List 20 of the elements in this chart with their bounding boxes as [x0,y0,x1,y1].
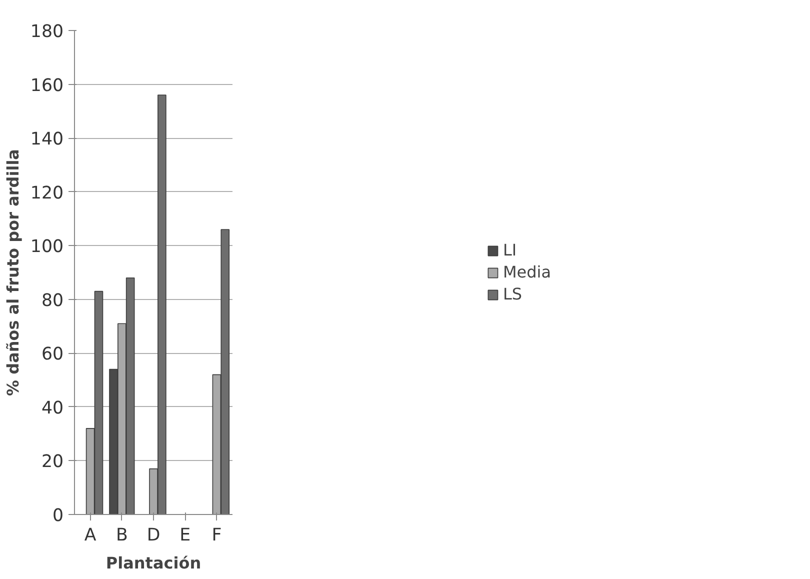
y-tick-label: 100 [30,237,64,258]
legend-label: LI [502,240,518,260]
x-axis-title: Plantación [106,554,202,572]
x-tick-label: A [84,526,96,546]
y-tick-label: 180 [30,22,64,42]
x-tick-label: D [146,526,160,546]
x-tick-label: F [212,526,222,546]
y-tick-label: 80 [41,290,64,311]
legend-label: LS [502,284,523,304]
y-tick-label: 60 [41,344,64,365]
x-tick-label: B [116,526,128,546]
legend-label: Media [502,262,552,282]
y-tick-label: 20 [41,452,64,472]
x-tick-label: E [180,526,191,546]
y-axis-title: % daños al fruto por ardilla [3,149,22,396]
y-tick-label: 140 [30,130,64,150]
y-tick-label: 160 [30,76,64,96]
y-tick-label: 40 [41,398,64,418]
y-tick-label: 120 [30,183,64,204]
y-tick-label: 0 [52,506,64,526]
